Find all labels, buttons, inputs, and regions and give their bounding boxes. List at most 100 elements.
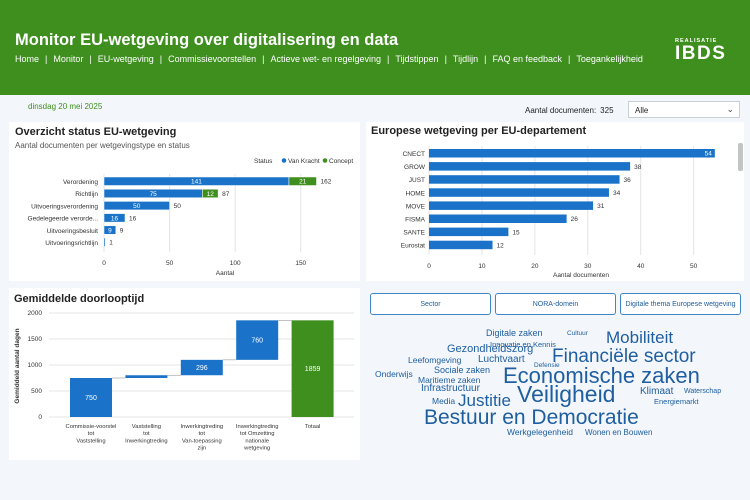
status-total-label: 87	[222, 191, 230, 198]
nav-monitor[interactable]: Monitor	[53, 54, 84, 64]
wordcloud-word[interactable]: Gezondheidszorg	[447, 343, 534, 355]
department-bar-value-label: 26	[571, 216, 579, 223]
wordcloud-word[interactable]: Digitale zaken	[486, 328, 543, 338]
department-category-label: MOVE	[406, 203, 426, 210]
legend-concept-label: Concept	[329, 158, 353, 165]
leadtime-y-axis-label: Gemiddeld aantal dagen	[14, 328, 21, 403]
leadtime-y-tick-label: 1000	[28, 362, 43, 369]
status-bar-van-kracht	[103, 201, 170, 211]
wordcloud-word[interactable]: Economische zaken	[503, 363, 700, 388]
status-x-tick-label: 100	[230, 260, 241, 267]
wordcloud-word[interactable]: Defensie	[534, 362, 560, 369]
leadtime-panel-title: Gemiddelde doorlooptijd	[14, 293, 145, 305]
leadtime-y-tick-label: 1500	[28, 336, 43, 343]
wordcloud-word[interactable]: Luchtvaart	[478, 354, 525, 365]
department-category-label: FISMA	[405, 217, 426, 224]
leadtime-bar-value-label: 1859	[305, 366, 321, 373]
department-x-tick-label: 0	[427, 263, 431, 270]
nav-separator: |	[387, 54, 390, 64]
nav-home[interactable]: Home	[15, 54, 40, 64]
digital-theme-button[interactable]: Digitale thema Europese wetgeving	[620, 293, 741, 315]
department-bar	[429, 201, 594, 210]
status-x-tick-label: 50	[166, 260, 174, 267]
department-category-label: JUST	[409, 177, 425, 184]
app-header: Monitor EU-wetgeving over digitalisering…	[0, 0, 750, 95]
wordcloud-word[interactable]: Cultuur	[567, 330, 588, 337]
status-total-label: 1	[109, 240, 113, 247]
wordcloud-word[interactable]: Media	[432, 396, 456, 406]
department-x-tick-label: 30	[584, 263, 592, 270]
nav-faq[interactable]: FAQ en feedback	[492, 54, 562, 64]
status-bar-value-label: 16	[111, 215, 119, 222]
legend-van-kracht-label: Van Kracht	[288, 158, 320, 165]
wordcloud-word[interactable]: Justitie	[458, 391, 511, 410]
nav-tijdstippen[interactable]: Tijdstippen	[395, 54, 439, 64]
wordcloud-word[interactable]: Onderwijs	[375, 369, 413, 379]
department-bar	[429, 149, 715, 158]
wordcloud-word[interactable]: Werkgelegenheid	[507, 427, 573, 437]
status-panel-title: Overzicht status EU-wetgeving	[15, 126, 177, 138]
department-bar	[429, 162, 631, 171]
leadtime-panel: Gemiddelde doorlooptijd Gemiddeld aantal…	[9, 288, 360, 460]
status-bar-value-label: 50	[133, 203, 141, 210]
nora-domain-button[interactable]: NORA-domein	[495, 293, 616, 315]
status-bar-value-label: 12	[207, 191, 215, 198]
leadtime-category-label: Vaststelling tot Inwerkingtreding	[125, 424, 168, 444]
department-x-tick-label: 10	[478, 263, 486, 270]
nav-separator: |	[262, 54, 265, 64]
wordcloud-word[interactable]: Sociale zaken	[434, 365, 491, 375]
nav-actieve-wetgeving[interactable]: Actieve wet- en regelgeving	[270, 54, 382, 64]
document-count: Aantal documenten: 325	[525, 106, 614, 115]
wordcloud-word[interactable]: Veiligheid	[517, 381, 616, 407]
status-panel-subtitle: Aantal documenten per wetgevingstype en …	[15, 141, 190, 150]
status-total-label: 162	[321, 179, 332, 186]
department-category-label: SANTE	[403, 230, 425, 237]
status-total-label: 16	[129, 215, 137, 222]
wordcloud-word[interactable]: Wonen en Bouwen	[585, 428, 653, 437]
wordcloud-word[interactable]: Maritieme zaken	[418, 375, 481, 385]
wordcloud-word[interactable]: Financiële sector	[552, 346, 696, 367]
leadtime-y-tick-label: 500	[31, 388, 42, 395]
leadtime-step-bar	[125, 375, 168, 378]
department-x-tick-label: 40	[637, 263, 645, 270]
document-count-value: 325	[600, 106, 614, 115]
status-category-label: Verordening	[63, 179, 98, 186]
nav-separator: |	[45, 54, 48, 64]
wordcloud-word[interactable]: Mobiliteit	[606, 328, 674, 347]
status-bar-value-label: 9	[108, 228, 112, 235]
nav-tijdlijn[interactable]: Tijdlijn	[452, 54, 479, 64]
sector-button[interactable]: Sector	[370, 293, 491, 315]
department-bar-value-label: 54	[705, 151, 713, 158]
nav-toegankelijkheid[interactable]: Toegankelijkheid	[576, 54, 643, 64]
nav-eu-wetgeving[interactable]: EU-wetgeving	[97, 54, 154, 64]
leadtime-step-bar	[236, 320, 279, 360]
wordcloud-word[interactable]: Klimaat	[640, 386, 674, 397]
wordcloud-word[interactable]: Leefomgeving	[408, 355, 462, 365]
status-category-label: Gedelegeerde verorde...	[28, 216, 99, 223]
leadtime-bar-value-label: 750	[85, 395, 97, 402]
wordcloud-word[interactable]: Bestuur en Democratie	[424, 406, 639, 429]
leadtime-category-label: Inwerkingtreding tot Van-toepassing zijn	[181, 424, 224, 452]
department-scrollbar[interactable]	[738, 143, 743, 171]
department-bar-value-label: 34	[613, 190, 621, 197]
wordcloud-word[interactable]: Energiemarkt	[654, 397, 699, 406]
wordcloud-word[interactable]: Innovatie en Kennis	[490, 340, 556, 349]
department-category-label: Eurostat	[401, 243, 425, 250]
department-bar-value-label: 31	[597, 203, 605, 210]
theme-wordcloud: Digitale zaken Cultuur Mobiliteit Innova…	[366, 320, 744, 455]
wordcloud-word[interactable]: Infrastructuur	[421, 383, 480, 394]
status-bar-van-kracht	[103, 237, 106, 247]
nav-commissievoorstellen[interactable]: Commissievoorstellen	[168, 54, 257, 64]
wordcloud-word[interactable]: Waterschap	[684, 388, 722, 395]
leadtime-step-bar	[180, 359, 223, 376]
nav-separator: |	[89, 54, 92, 64]
status-total-label: 9	[120, 228, 124, 235]
leadtime-bar-value-label: 760	[251, 338, 263, 345]
filter-selected-value: Alle	[635, 106, 649, 115]
status-bar-value-label: 141	[191, 179, 202, 186]
leadtime-chart: Gemiddeld aantal dagen 0 500 1000 1500 2000 7…	[14, 310, 354, 452]
status-bar-van-kracht	[103, 213, 126, 223]
status-category-label: Uitvoeringsverordening	[31, 203, 98, 210]
filter-dropdown[interactable]: Alle ⌄	[628, 101, 740, 118]
status-bar-concept	[202, 188, 219, 198]
